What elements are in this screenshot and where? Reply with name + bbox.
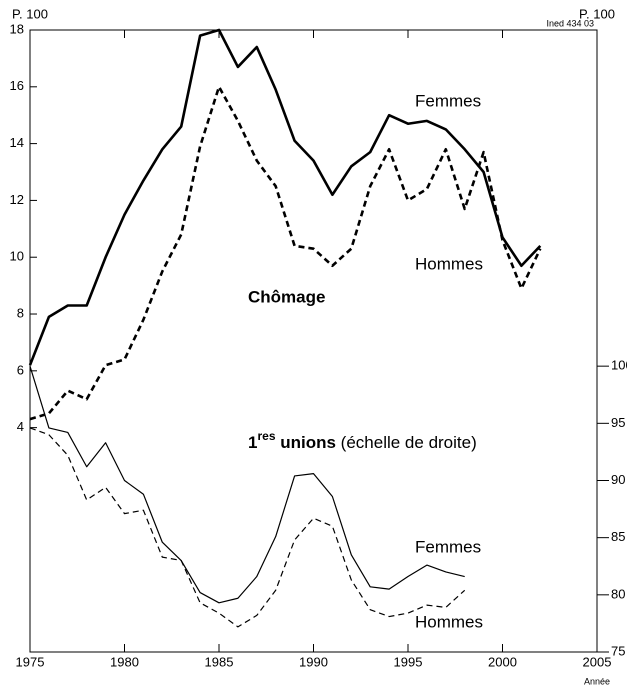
series-label: Femmes [415, 91, 481, 110]
x-tick-label: 1995 [394, 654, 423, 669]
x-tick-label: 1990 [299, 654, 328, 669]
y-tick-label: 10 [10, 249, 24, 264]
series-line [29, 365, 465, 604]
annotation: res [257, 429, 275, 443]
plot-frame [29, 29, 598, 653]
x-tick-label: 2000 [488, 654, 517, 669]
y2-tick-label: 90 [611, 472, 625, 487]
series-line [28, 28, 542, 366]
series-line [29, 427, 466, 628]
y2-tick-label: 85 [611, 529, 625, 544]
y2-tick-label: 75 [611, 643, 625, 658]
y2-tick-label: 80 [611, 586, 625, 601]
annotation: Chômage [248, 287, 325, 306]
annotation: 1res unions (échelle de droite) [248, 429, 477, 452]
y-tick-label: 8 [17, 305, 24, 320]
x-tick-label: 2005 [583, 654, 612, 669]
y-tick-label: 18 [10, 21, 24, 36]
series-label: Femmes [415, 537, 481, 556]
x-tick-label: 1975 [16, 654, 45, 669]
y-axis-label: P. 100 [12, 6, 48, 21]
y-tick-label: 16 [10, 78, 24, 93]
source: Ined 434 03 [546, 18, 594, 28]
y-tick-label: 14 [10, 135, 24, 150]
annotation: unions [276, 433, 336, 452]
x-axis-label: Année [584, 676, 610, 686]
y-tick-label: 6 [17, 362, 24, 377]
y-tick-label: 4 [17, 419, 24, 434]
annotation: 1 [248, 433, 257, 452]
y2-tick-label: 100 [611, 358, 627, 373]
x-tick-label: 1985 [205, 654, 234, 669]
y-tick-label: 12 [10, 192, 24, 207]
y2-tick-label: 95 [611, 415, 625, 430]
y2-axis-label: P. 100 [579, 6, 615, 21]
annotation: (échelle de droite) [336, 433, 477, 452]
series-label: Hommes [415, 612, 483, 631]
series-line [29, 85, 542, 421]
series-label: Hommes [415, 254, 483, 273]
x-tick-label: 1980 [110, 654, 139, 669]
